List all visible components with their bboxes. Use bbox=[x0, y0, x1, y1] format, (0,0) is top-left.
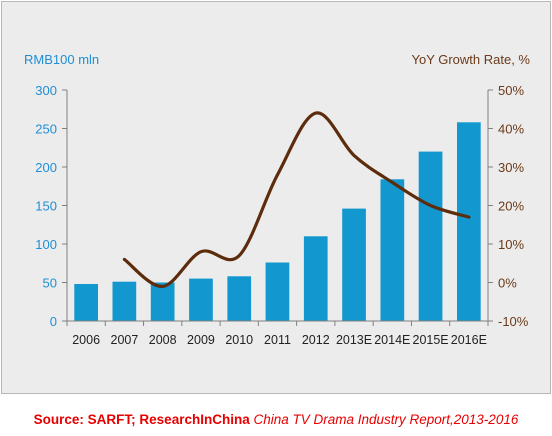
right-tick-label: 10% bbox=[498, 237, 524, 252]
growth-line bbox=[122, 111, 471, 288]
bar-2012 bbox=[303, 236, 328, 321]
left-tick-label: 300 bbox=[35, 83, 57, 98]
left-tick-label: 100 bbox=[35, 237, 57, 252]
right-tick-label: -10% bbox=[498, 314, 529, 329]
right-tick-label: 50% bbox=[498, 83, 524, 98]
x-tick-label: 2015E bbox=[413, 333, 449, 347]
bar-series bbox=[74, 122, 481, 321]
bar-2009 bbox=[189, 278, 213, 321]
x-tick-labels: 2006 2007 2008 2009 2010 2011 2012 2013E 2014E 20… bbox=[72, 333, 487, 347]
x-tick-label: 2007 bbox=[111, 333, 139, 347]
x-tick-label: 2010 bbox=[225, 333, 253, 347]
axes bbox=[62, 89, 493, 326]
x-tick-label: 2006 bbox=[72, 333, 100, 347]
bar-2007 bbox=[112, 281, 137, 321]
right-tick-label: 0% bbox=[498, 276, 517, 291]
bar-2010 bbox=[227, 276, 252, 321]
left-tick-label: 0 bbox=[50, 314, 57, 329]
x-tick-label: 2013E bbox=[336, 333, 372, 347]
x-tick-label: 2016E bbox=[451, 333, 487, 347]
source-lead: Source: SARFT; ResearchInChina bbox=[33, 412, 254, 427]
bar-2011 bbox=[265, 262, 290, 321]
bar-2015e bbox=[418, 151, 443, 321]
bar-2008 bbox=[150, 282, 175, 321]
bar-2016e bbox=[457, 122, 481, 321]
source-note: Source: SARFT; ResearchInChina China TV … bbox=[0, 412, 552, 427]
source-report-title: China TV Drama Industry Report,2013-2016 bbox=[253, 412, 519, 427]
left-tick-label: 200 bbox=[35, 160, 57, 175]
x-tick-label: 2009 bbox=[187, 333, 215, 347]
right-tick-label: 30% bbox=[498, 160, 524, 175]
right-tick-label: 20% bbox=[498, 199, 524, 214]
right-tick-label: 40% bbox=[498, 122, 524, 137]
left-tick-label: 50 bbox=[43, 276, 57, 291]
combo-chart: RMB100 mln YoY Growth Rate, % 0 50 100 150 2… bbox=[24, 52, 530, 347]
left-tick-labels: 0 50 100 150 200 250 300 bbox=[35, 83, 57, 329]
x-tick-label: 2014E bbox=[374, 333, 410, 347]
left-tick-label: 250 bbox=[35, 122, 57, 137]
growth-line-series bbox=[122, 111, 471, 288]
x-tick-label: 2008 bbox=[149, 333, 177, 347]
x-tick-label: 2012 bbox=[302, 333, 330, 347]
bar-2006 bbox=[74, 284, 98, 321]
left-tick-label: 150 bbox=[35, 199, 57, 214]
right-axis-title: YoY Growth Rate, % bbox=[411, 52, 530, 67]
right-tick-labels: -10% 0% 10% 20% 30% 40% 50% bbox=[498, 83, 529, 329]
chart-frame: RMB100 mln YoY Growth Rate, % 0 50 100 150 2… bbox=[1, 1, 551, 394]
x-tick-label: 2011 bbox=[264, 333, 291, 347]
left-axis-title: RMB100 mln bbox=[24, 52, 99, 67]
bar-2014e bbox=[380, 179, 405, 321]
bar-2013e bbox=[342, 208, 366, 321]
